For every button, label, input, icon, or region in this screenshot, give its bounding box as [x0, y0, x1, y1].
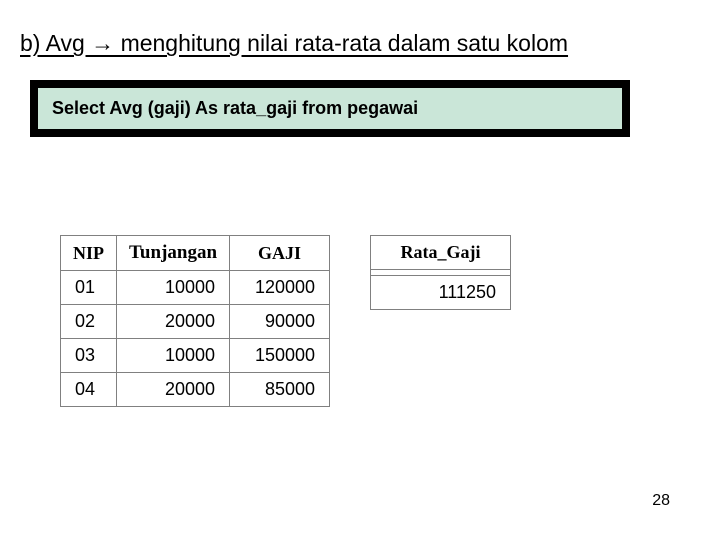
col-header-gaji: GAJI [230, 236, 330, 271]
section-heading: b) Avg → menghitung nilai rata-rata dala… [20, 30, 568, 57]
cell: 02 [61, 305, 117, 339]
sql-query-text: Select Avg (gaji) As rata_gaji from pega… [38, 88, 622, 129]
table-row: 111250 [371, 276, 511, 310]
result-table: Rata_Gaji 111250 [370, 235, 511, 310]
cell: 20000 [117, 373, 230, 407]
cell: 10000 [117, 271, 230, 305]
cell: 90000 [230, 305, 330, 339]
sql-box: Select Avg (gaji) As rata_gaji from pega… [30, 80, 630, 137]
table-header-row: NIP Tunjangan GAJI [61, 236, 330, 271]
table-row: 03 10000 150000 [61, 339, 330, 373]
cell: 03 [61, 339, 117, 373]
cell: 04 [61, 373, 117, 407]
page-number: 28 [652, 492, 670, 510]
table-row: 02 20000 90000 [61, 305, 330, 339]
cell: 111250 [371, 276, 511, 310]
cell: 10000 [117, 339, 230, 373]
tables-area: NIP Tunjangan GAJI 01 10000 120000 02 20… [60, 235, 511, 407]
cell: 150000 [230, 339, 330, 373]
cell: 01 [61, 271, 117, 305]
col-header-tunjangan: Tunjangan [117, 236, 230, 271]
input-table: NIP Tunjangan GAJI 01 10000 120000 02 20… [60, 235, 330, 407]
cell: 120000 [230, 271, 330, 305]
table-header-row: Rata_Gaji [371, 236, 511, 270]
cell: 20000 [117, 305, 230, 339]
col-header-rata-gaji: Rata_Gaji [371, 236, 511, 270]
table-row: 01 10000 120000 [61, 271, 330, 305]
col-header-nip: NIP [61, 236, 117, 271]
table-row: 04 20000 85000 [61, 373, 330, 407]
cell: 85000 [230, 373, 330, 407]
